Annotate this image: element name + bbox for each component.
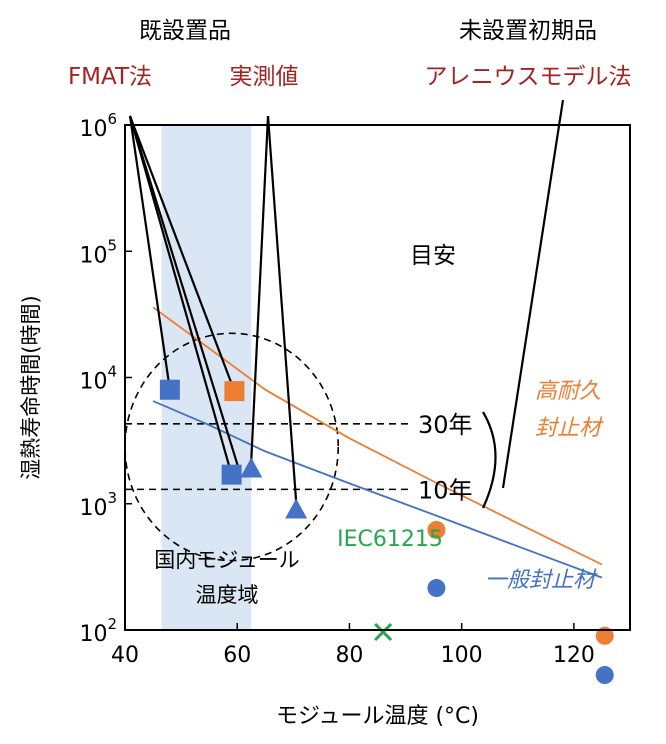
material-bracket [482, 411, 497, 509]
arrhenius-label: アレニウスモデル法 [425, 64, 632, 90]
y-tick-base: 10 [79, 622, 107, 647]
shaded-region-rect [161, 125, 252, 630]
guide-label: 30年 [418, 411, 473, 439]
x-tick-label: 60 [223, 643, 251, 668]
guide-title: 目安 [410, 243, 456, 269]
x-tick-label: 40 [111, 643, 139, 668]
fmat-pointer [128, 115, 242, 474]
y-tick-exp: 2 [107, 615, 117, 633]
guide-label: 10年 [418, 476, 473, 504]
cross-point [374, 622, 393, 642]
y-tick-base: 10 [79, 496, 107, 521]
fit-line-blue [152, 400, 603, 579]
y-tick-exp: 3 [107, 489, 117, 507]
high-durability-label-1: 高耐久 [535, 379, 601, 404]
fmat-pointer [128, 115, 236, 392]
axes [124, 124, 631, 631]
dashed-circle [124, 332, 340, 562]
y-tick-exp: 5 [107, 236, 117, 254]
y-tick-label: 106 [79, 110, 117, 142]
iec-label: IEC61215 [337, 527, 443, 552]
x-tick-label: 100 [441, 643, 483, 668]
y-tick-label: 105 [79, 236, 117, 268]
fmat-pointer [128, 115, 171, 390]
circle-point [595, 666, 614, 685]
general-label: 一般封止材 [485, 568, 598, 593]
data-points [159, 379, 614, 685]
pointer-lines [128, 99, 565, 509]
circle-point [427, 579, 446, 598]
measured-pointer [266, 115, 298, 502]
fmat-pointer [128, 115, 233, 475]
y-tick-label: 102 [79, 615, 117, 647]
shade-label-1: 国内モジュール [154, 548, 300, 572]
y-tick-base: 10 [79, 117, 107, 142]
square-point [224, 381, 245, 402]
y-tick-exp: 4 [107, 363, 117, 381]
dashed-circle-layer [124, 332, 340, 562]
square-point [221, 464, 242, 485]
y-tick-label: 103 [79, 489, 117, 521]
x-axis-title: モジュール温度 (°C) [276, 704, 479, 729]
arrhenius-pointer [501, 99, 565, 489]
fit-lines [152, 306, 603, 579]
circle-point [595, 626, 614, 645]
x-tick-label: 80 [335, 643, 363, 668]
x-tick-label: 120 [553, 643, 595, 668]
triangle-point [285, 498, 308, 519]
existing-header: 既設置品 [139, 18, 231, 44]
new-header: 未設置初期品 [459, 18, 597, 44]
y-tick-base: 10 [79, 243, 107, 268]
fmat-label: FMAT法 [68, 64, 152, 90]
shade-label-2: 温度域 [196, 583, 259, 607]
y-tick-label: 104 [79, 363, 117, 395]
circle-point [427, 520, 446, 539]
measured-label: 実測値 [230, 64, 299, 90]
shaded-region [161, 125, 252, 630]
square-point [159, 379, 180, 400]
y-tick-exp: 6 [107, 110, 117, 128]
y-tick-base: 10 [79, 370, 107, 395]
measured-pointer [250, 115, 270, 461]
high-durability-label-2: 封止材 [535, 416, 604, 441]
triangle-point [240, 457, 263, 478]
y-axis-title: 湿熱寿命時間(時間) [19, 295, 43, 479]
fit-line-orange [152, 306, 603, 566]
